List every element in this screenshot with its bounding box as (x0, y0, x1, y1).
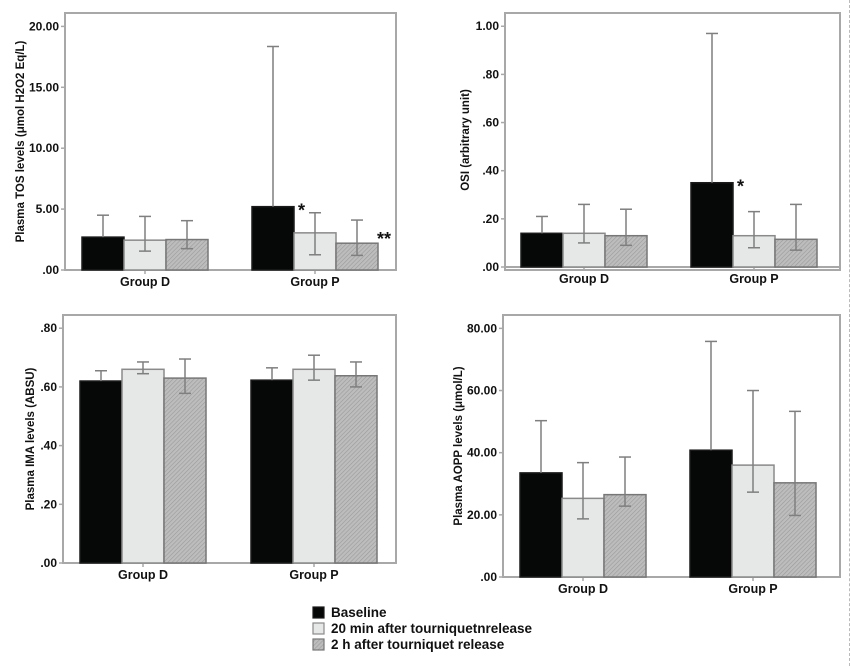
chart-panel-aopp: .00 20.00 40.00 60.00 80.00 Plasma AOPP level… (453, 314, 841, 596)
legend-swatch (312, 606, 325, 619)
legend-item-baseline: Baseline (312, 605, 387, 620)
y-axis-title: Plasma AOPP levels (μmol/L) (453, 366, 465, 525)
x-tick-label: Group D (558, 582, 608, 596)
y-tick-label: .40 (482, 164, 499, 178)
significance-marker: ** (377, 229, 391, 249)
y-tick-label: 80.00 (467, 321, 497, 335)
legend-swatch (312, 622, 325, 635)
bar-min20 (292, 368, 336, 564)
y-tick-label: .60 (40, 380, 57, 394)
x-tick-label: Group P (289, 568, 338, 582)
bar-baseline (519, 472, 563, 578)
y-tick-label: .20 (40, 497, 57, 511)
bar-baseline (689, 449, 733, 578)
y-tick-label: .40 (40, 439, 57, 453)
bar-baseline (81, 236, 125, 271)
y-axis-title: OSI (arbitrary unit) (460, 89, 472, 191)
bar-min20 (121, 368, 165, 564)
y-tick-label: 20.00 (467, 508, 497, 522)
chart-panel-ima: .00 .20 .40 .60 .80 Plasma IMA levels (ABSU) G… (25, 314, 397, 582)
y-tick-label: .60 (482, 116, 499, 130)
x-tick-label: Group P (290, 275, 339, 289)
legend-label: Baseline (331, 605, 387, 620)
y-tick-label: .00 (482, 260, 499, 274)
bar-h2 (163, 377, 207, 564)
y-tick-label: 15.00 (29, 80, 59, 94)
y-tick-label: .00 (42, 263, 59, 277)
legend-swatch (312, 638, 325, 651)
bar-h2 (334, 375, 378, 564)
bar-baseline (251, 205, 295, 271)
legend-item-h2: 2 h after tourniquet release (312, 637, 505, 652)
y-tick-label: 40.00 (467, 446, 497, 460)
significance-marker: * (298, 201, 305, 221)
legend-label: 2 h after tourniquet release (331, 637, 505, 652)
y-tick-label: .20 (482, 212, 499, 226)
bar-baseline (250, 379, 294, 564)
y-axis-title: Plasma IMA levels (ABSU) (25, 367, 37, 510)
x-tick-label: Group P (728, 582, 777, 596)
x-tick-label: Group D (559, 272, 609, 286)
bar-baseline (79, 380, 123, 564)
plot-frame (504, 12, 841, 271)
legend-label: 20 min after tourniquetnrelease (331, 621, 533, 636)
y-tick-label: 1.00 (476, 19, 500, 33)
x-tick-label: Group D (120, 275, 170, 289)
plot-frame (64, 12, 397, 271)
chart-panel-osi: .00 .20 .40 .60 .80 1.00 OSI (arbitrary unit) G… (460, 12, 841, 286)
x-tick-label: Group P (729, 272, 778, 286)
significance-marker: * (737, 177, 744, 197)
y-tick-label: .80 (482, 67, 499, 81)
legend-item-min20: 20 min after tourniquetnrelease (312, 621, 533, 636)
y-tick-label: 10.00 (29, 141, 59, 155)
y-axis-title: Plasma TOS levels (μmol H2O2 Eq/L) (15, 40, 27, 242)
x-tick-label: Group D (118, 568, 168, 582)
y-tick-label: .80 (40, 321, 57, 335)
y-tick-label: .00 (40, 556, 57, 570)
y-tick-label: 5.00 (36, 202, 60, 216)
bar-baseline (690, 181, 734, 268)
bar-baseline (520, 232, 564, 268)
y-tick-label: 60.00 (467, 384, 497, 398)
bar-h2 (603, 493, 647, 578)
y-tick-label: 20.00 (29, 19, 59, 33)
y-tick-label: .00 (480, 570, 497, 584)
